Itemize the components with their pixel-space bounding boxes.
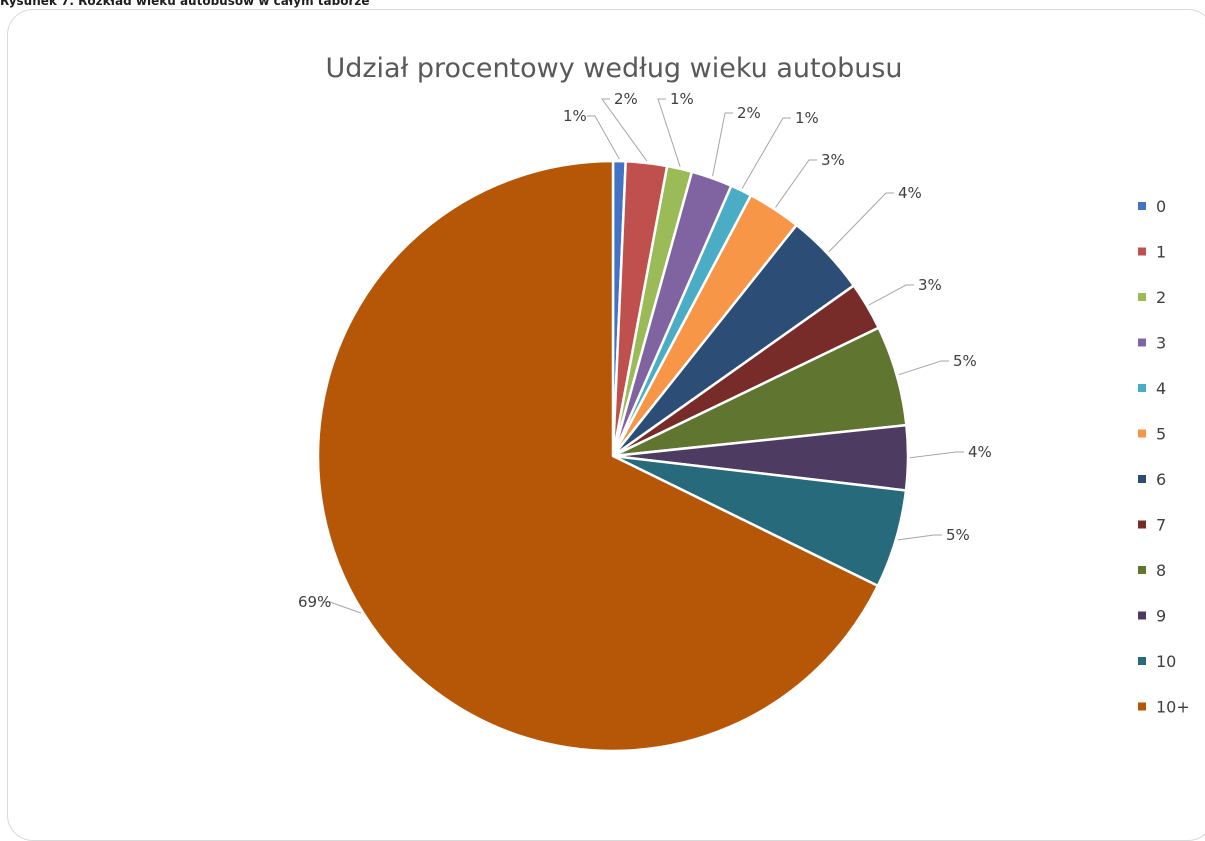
data-label: 5%	[946, 526, 970, 544]
chart-area: Udział procentowy według wieku autobusu …	[7, 9, 1205, 841]
data-label: 4%	[968, 443, 992, 461]
legend-label: 5	[1156, 425, 1166, 444]
legend-swatch	[1138, 247, 1146, 256]
data-label: 1%	[795, 109, 819, 127]
leader-line	[587, 115, 620, 160]
legend-swatch	[1138, 657, 1146, 665]
data-label: 3%	[918, 276, 942, 294]
data-label: 2%	[614, 90, 638, 108]
leader-line	[657, 98, 681, 167]
leader-line	[601, 98, 648, 162]
legend-label: 4	[1156, 379, 1166, 398]
legend-label: 10	[1156, 652, 1176, 671]
data-label: 2%	[737, 104, 761, 122]
leader-line	[898, 360, 949, 376]
legend: 0 1 2 3 4 5 6 7 8 9 10 10+	[1138, 197, 1190, 717]
legend-swatch	[1138, 611, 1146, 620]
leader-line	[712, 112, 733, 177]
legend-swatch	[1138, 702, 1146, 711]
data-label: 5%	[953, 352, 977, 370]
legend-swatch	[1138, 475, 1146, 483]
legend-swatch	[1138, 338, 1146, 347]
legend-label: 2	[1156, 288, 1166, 307]
leader-line	[828, 192, 894, 253]
legend-label: 7	[1156, 516, 1166, 535]
legend-swatch	[1138, 202, 1146, 210]
leader-line	[909, 451, 964, 459]
leader-line	[741, 117, 791, 189]
legend-swatch	[1138, 384, 1146, 392]
data-label: 4%	[898, 184, 922, 202]
pie-slice-10-plus	[316, 159, 880, 753]
legend-label: 6	[1156, 470, 1166, 489]
legend-label: 9	[1156, 607, 1166, 626]
legend-label: 0	[1156, 197, 1166, 216]
legend-swatch	[1138, 429, 1146, 438]
legend-label: 10+	[1156, 698, 1190, 717]
data-label: 69%	[298, 593, 331, 611]
legend-label: 3	[1156, 334, 1166, 353]
pie-slices	[316, 159, 910, 753]
data-labels: 1% 2% 1% 2% 1% 3% 4% 3% 5% 4% 5% 69%	[298, 90, 992, 611]
data-label: 1%	[670, 90, 694, 108]
data-label: 3%	[821, 151, 845, 169]
figure-caption: Rysunek 7. Rozkład wieku autobusów w cał…	[0, 0, 370, 8]
leader-line	[868, 284, 914, 306]
chart-title: Udział procentowy według wieku autobusu	[325, 53, 902, 84]
legend-label: 8	[1156, 561, 1166, 580]
legend-swatch	[1138, 566, 1146, 574]
leader-line	[322, 601, 362, 614]
legend-swatch	[1138, 293, 1146, 301]
data-label: 1%	[563, 107, 587, 125]
legend-label: 1	[1156, 243, 1166, 262]
leader-lines	[322, 98, 964, 614]
pie-chart: Udział procentowy według wieku autobusu …	[298, 53, 1190, 753]
leader-line	[775, 159, 817, 208]
leader-line	[897, 534, 942, 541]
legend-swatch	[1138, 520, 1146, 529]
